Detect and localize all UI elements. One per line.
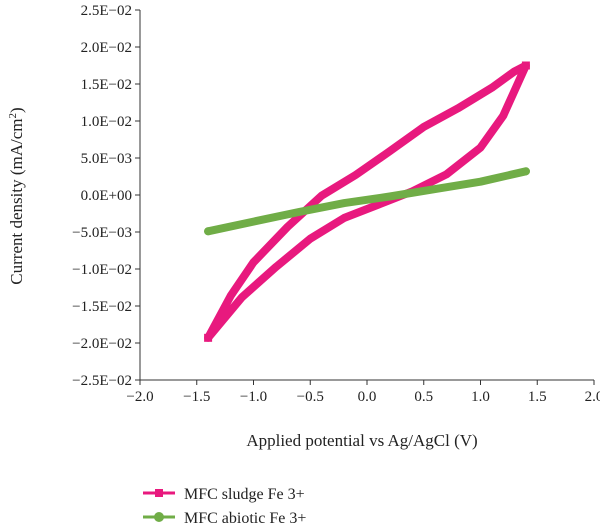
- y-axis-ticks: 2.5E−02 2.0E−02 1.5E−02 1.0E−02 5.0E−03 0.0E+…: [72, 3, 140, 389]
- x-axis-ticks: −2.0 −1.5 −1.0 −0.5 0.0 0.5 1.0 1.5 2.0: [126, 380, 600, 405]
- data-point-sludge: [521, 61, 530, 70]
- y-tick-label: 2.5E−02: [81, 3, 132, 19]
- legend: MFC sludge Fe 3+ MFC abiotic Fe 3+: [143, 486, 306, 527]
- legend-label-sludge: MFC sludge Fe 3+: [184, 486, 305, 503]
- x-tick-label: 2.0: [585, 389, 600, 405]
- series-line-abiotic: [204, 167, 530, 236]
- y-tick-label: 0.0E+00: [81, 188, 132, 204]
- y-tick-label: 2.0E−02: [81, 40, 132, 56]
- legend-item-sludge: MFC sludge Fe 3+: [143, 486, 305, 503]
- y-axis-label: Current density (mA/cm2): [7, 107, 26, 284]
- y-tick-label: −1.5E−02: [72, 299, 132, 315]
- legend-marker-abiotic: [154, 512, 164, 522]
- x-tick-label: 0.5: [414, 389, 433, 405]
- legend-label-abiotic: MFC abiotic Fe 3+: [184, 510, 306, 527]
- x-axis-label: Applied potential vs Ag/AgCl (V): [246, 431, 477, 450]
- x-tick-label: −1.0: [240, 389, 267, 405]
- x-tick-label: 0.0: [358, 389, 377, 405]
- y-tick-label: −2.0E−02: [72, 336, 132, 352]
- x-tick-label: 1.5: [528, 389, 547, 405]
- data-point-abiotic: [521, 167, 530, 176]
- y-tick-label: −5.0E−03: [72, 225, 132, 241]
- y-tick-label: 1.5E−02: [81, 77, 132, 93]
- x-tick-label: −1.5: [183, 389, 210, 405]
- y-tick-label: 5.0E−03: [81, 151, 132, 167]
- y-tick-label: −2.5E−02: [72, 373, 132, 389]
- data-point-sludge: [204, 333, 213, 342]
- y-tick-label: 1.0E−02: [81, 114, 132, 130]
- x-tick-label: −0.5: [297, 389, 324, 405]
- legend-item-abiotic: MFC abiotic Fe 3+: [143, 510, 306, 527]
- x-tick-label: −2.0: [126, 389, 153, 405]
- legend-marker-sludge: [155, 489, 163, 497]
- y-tick-label: −1.0E−02: [72, 262, 132, 278]
- data-point-abiotic: [204, 227, 213, 236]
- series-layer: [204, 61, 530, 342]
- x-tick-label: 1.0: [471, 389, 490, 405]
